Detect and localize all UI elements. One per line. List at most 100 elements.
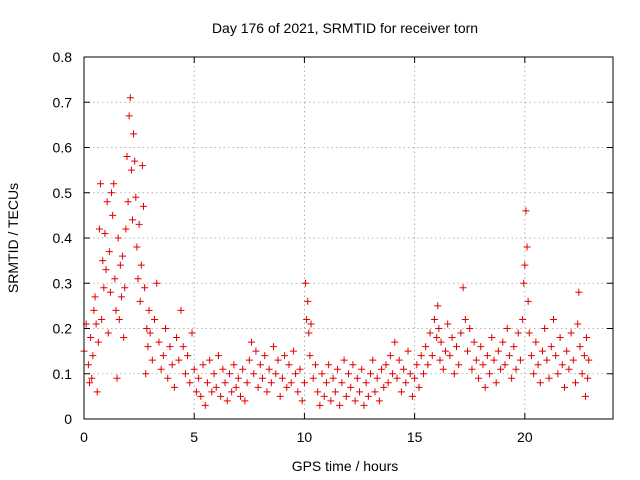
data-point-marker [239, 365, 247, 373]
data-point-marker [142, 370, 150, 378]
data-point-marker [126, 94, 134, 102]
data-point-marker [136, 297, 144, 305]
y-tick-label: 0.1 [53, 366, 73, 382]
y-tick-label: 0.7 [53, 94, 73, 110]
data-point-marker [565, 365, 573, 373]
data-point-marker [530, 370, 538, 378]
data-point-marker [86, 379, 94, 387]
y-axis-label: SRMTID / TECUs [5, 183, 21, 293]
data-point-marker [351, 397, 359, 405]
data-point-marker [318, 370, 326, 378]
data-point-marker [144, 343, 152, 351]
data-point-marker [536, 379, 544, 387]
data-point-marker [547, 343, 555, 351]
data-point-marker [569, 356, 577, 364]
data-point-marker [448, 334, 456, 342]
data-point-marker [461, 315, 469, 323]
data-point-marker [413, 361, 421, 369]
data-point-marker [148, 356, 156, 364]
data-point-marker [397, 388, 405, 396]
data-point-marker [236, 392, 244, 400]
data-point-marker [153, 279, 161, 287]
data-point-marker [190, 365, 198, 373]
data-point-marker [263, 388, 271, 396]
data-point-marker [84, 361, 92, 369]
data-point-marker [364, 392, 372, 400]
data-point-marker [510, 343, 518, 351]
data-point-marker [309, 374, 317, 382]
data-point-marker [585, 356, 593, 364]
data-point-marker [501, 361, 509, 369]
data-point-marker [349, 361, 357, 369]
data-point-marker [492, 379, 500, 387]
x-tick-labels: 0 5 10 15 20 [80, 429, 533, 445]
data-point-marker [437, 338, 445, 346]
y-tick-label: 0 [64, 411, 72, 427]
data-point-marker [100, 284, 108, 292]
data-point-marker [581, 392, 589, 400]
data-point-marker [468, 365, 476, 373]
data-point-marker [322, 379, 330, 387]
data-point-marker [549, 315, 557, 323]
data-point-marker [567, 329, 575, 337]
data-point-marker [347, 383, 355, 391]
data-point-marker [121, 284, 129, 292]
data-point-marker [446, 352, 454, 360]
data-point-marker [289, 347, 297, 355]
data-point-marker [391, 338, 399, 346]
x-axis-label: GPS time / hours [292, 458, 399, 474]
data-point-marker [532, 338, 540, 346]
data-point-marker [232, 383, 240, 391]
data-point-marker [155, 338, 163, 346]
data-point-marker [303, 315, 311, 323]
data-point-marker [206, 356, 214, 364]
data-point-marker [320, 392, 328, 400]
data-point-marker [371, 388, 379, 396]
data-point-marker [521, 261, 529, 269]
data-point-marker [434, 302, 442, 310]
chart-title: Day 176 of 2021, SRMTID for receiver tor… [212, 20, 478, 36]
data-point-marker [116, 261, 124, 269]
data-point-marker [125, 112, 133, 120]
data-point-marker [402, 379, 410, 387]
data-point-marker [151, 315, 159, 323]
data-point-marker [505, 352, 513, 360]
data-point-marker [378, 365, 386, 373]
y-tick-label: 0.8 [53, 49, 73, 65]
data-point-marker [138, 162, 146, 170]
data-point-marker [497, 365, 505, 373]
data-point-marker [488, 334, 496, 342]
data-point-marker [254, 383, 262, 391]
data-point-marker [369, 356, 377, 364]
data-point-marker [380, 383, 388, 391]
data-point-marker [134, 275, 142, 283]
x-tick-label: 0 [80, 429, 88, 445]
data-point-marker [267, 379, 275, 387]
data-point-marker [311, 361, 319, 369]
data-point-marker [274, 356, 282, 364]
data-point-marker [525, 329, 533, 337]
data-point-marker [166, 343, 174, 351]
data-point-marker [512, 365, 520, 373]
data-point-marker [453, 343, 461, 351]
data-point-marker [331, 388, 339, 396]
data-point-marker [558, 361, 566, 369]
data-point-marker [92, 320, 100, 328]
data-point-marker [298, 397, 306, 405]
data-point-marker [358, 365, 366, 373]
x-tick-label: 15 [407, 429, 423, 445]
data-point-marker [192, 388, 200, 396]
data-point-marker [87, 334, 95, 342]
data-point-marker [578, 370, 586, 378]
data-point-marker [179, 343, 187, 351]
data-point-marker [265, 365, 273, 373]
data-point-marker [545, 374, 553, 382]
y-tick-label: 0.6 [53, 140, 73, 156]
data-point-marker [384, 379, 392, 387]
grid-lines [84, 57, 613, 419]
data-point-marker [386, 352, 394, 360]
data-point-marker [554, 370, 562, 378]
data-point-marker [105, 248, 113, 256]
data-point-marker [219, 365, 227, 373]
data-point-marker [133, 243, 141, 251]
